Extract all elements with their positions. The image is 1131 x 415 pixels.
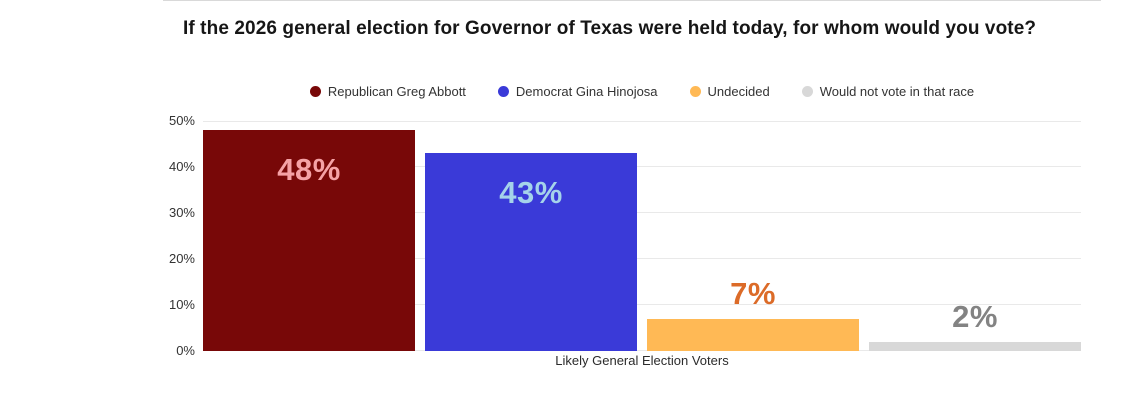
legend-dot-icon [801, 86, 813, 97]
plot-area: 0% 10% 20% 30% 40% 50% 48% 43% 7% 2% [169, 113, 1081, 358]
y-tick-label: 0% [176, 343, 195, 358]
legend-item-would-not-vote-in-that-race: Would not vote in that race [801, 84, 975, 99]
bar-value-label: 43% [499, 175, 563, 211]
x-axis-label: Likely General Election Voters [555, 353, 729, 368]
bar-would-not-vote-in-that-race [869, 341, 1081, 351]
chart-legend: Republican Greg Abbott Democrat Gina Hino… [203, 84, 1081, 99]
legend-dot-icon [497, 86, 509, 97]
gridline-10% [203, 304, 1081, 305]
legend-dot-icon [309, 86, 321, 97]
bar-value-label: 2% [952, 298, 998, 334]
y-tick-label: 50% [168, 113, 195, 128]
legend-item-label: Undecided [707, 84, 770, 99]
bar-undecided [647, 318, 859, 351]
y-tick-label: 10% [168, 297, 195, 312]
chart-title: If the 2026 general election for Governo… [183, 18, 1037, 39]
bar-republican-greg-abbott [203, 130, 415, 351]
legend-item-democrat-gina-hinojosa: Democrat Gina Hinojosa [497, 84, 658, 99]
gridline-50% [203, 121, 1081, 122]
gridline-20% [203, 258, 1081, 259]
legend-item-undecided: Undecided [689, 84, 770, 99]
legend-item-republican-greg-abbott: Republican Greg Abbott [309, 84, 466, 99]
gridline-0% [203, 350, 1081, 351]
bar-democrat-gina-hinojosa [425, 153, 637, 351]
legend-dot-icon [689, 86, 701, 97]
legend-item-label: Republican Greg Abbott [327, 84, 466, 99]
gridline-40% [203, 166, 1081, 167]
legend-item-label: Democrat Gina Hinojosa [515, 84, 658, 99]
y-tick-label: 20% [168, 251, 195, 266]
bar-value-label: 7% [730, 275, 776, 311]
y-tick-label: 30% [168, 205, 195, 220]
chart-panel: If the 2026 general election for Governo… [163, 0, 1101, 415]
bar-value-label: 48% [277, 152, 341, 188]
y-tick-label: 40% [168, 159, 195, 174]
legend-item-label: Would not vote in that race [819, 84, 975, 99]
gridline-30% [203, 212, 1081, 213]
